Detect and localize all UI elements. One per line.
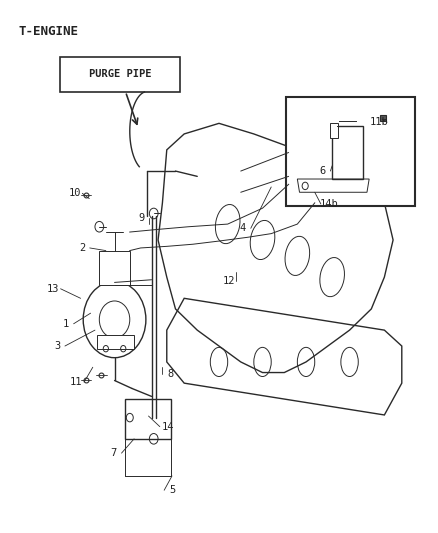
Text: PURGE PIPE: PURGE PIPE <box>89 69 151 79</box>
Text: 5: 5 <box>169 485 175 495</box>
Text: 6: 6 <box>319 166 326 176</box>
FancyBboxPatch shape <box>97 335 134 349</box>
Text: 14b: 14b <box>319 199 338 209</box>
FancyBboxPatch shape <box>60 57 180 92</box>
Text: 3: 3 <box>54 341 60 351</box>
Text: 11: 11 <box>70 377 82 387</box>
FancyBboxPatch shape <box>286 97 415 206</box>
Text: 10: 10 <box>68 188 81 198</box>
Text: 9: 9 <box>138 213 145 223</box>
Text: 7: 7 <box>110 448 117 458</box>
FancyBboxPatch shape <box>125 399 171 439</box>
Text: 14: 14 <box>161 422 174 432</box>
Text: 2: 2 <box>79 243 85 253</box>
FancyBboxPatch shape <box>99 251 130 285</box>
Text: 12: 12 <box>223 276 235 286</box>
FancyBboxPatch shape <box>330 123 338 138</box>
Text: 8: 8 <box>167 369 173 378</box>
FancyBboxPatch shape <box>332 126 363 179</box>
Text: 11b: 11b <box>370 117 389 127</box>
Text: 13: 13 <box>46 284 59 294</box>
Text: 1: 1 <box>63 319 69 329</box>
Text: 4: 4 <box>240 223 246 233</box>
Text: T-ENGINE: T-ENGINE <box>19 25 79 38</box>
